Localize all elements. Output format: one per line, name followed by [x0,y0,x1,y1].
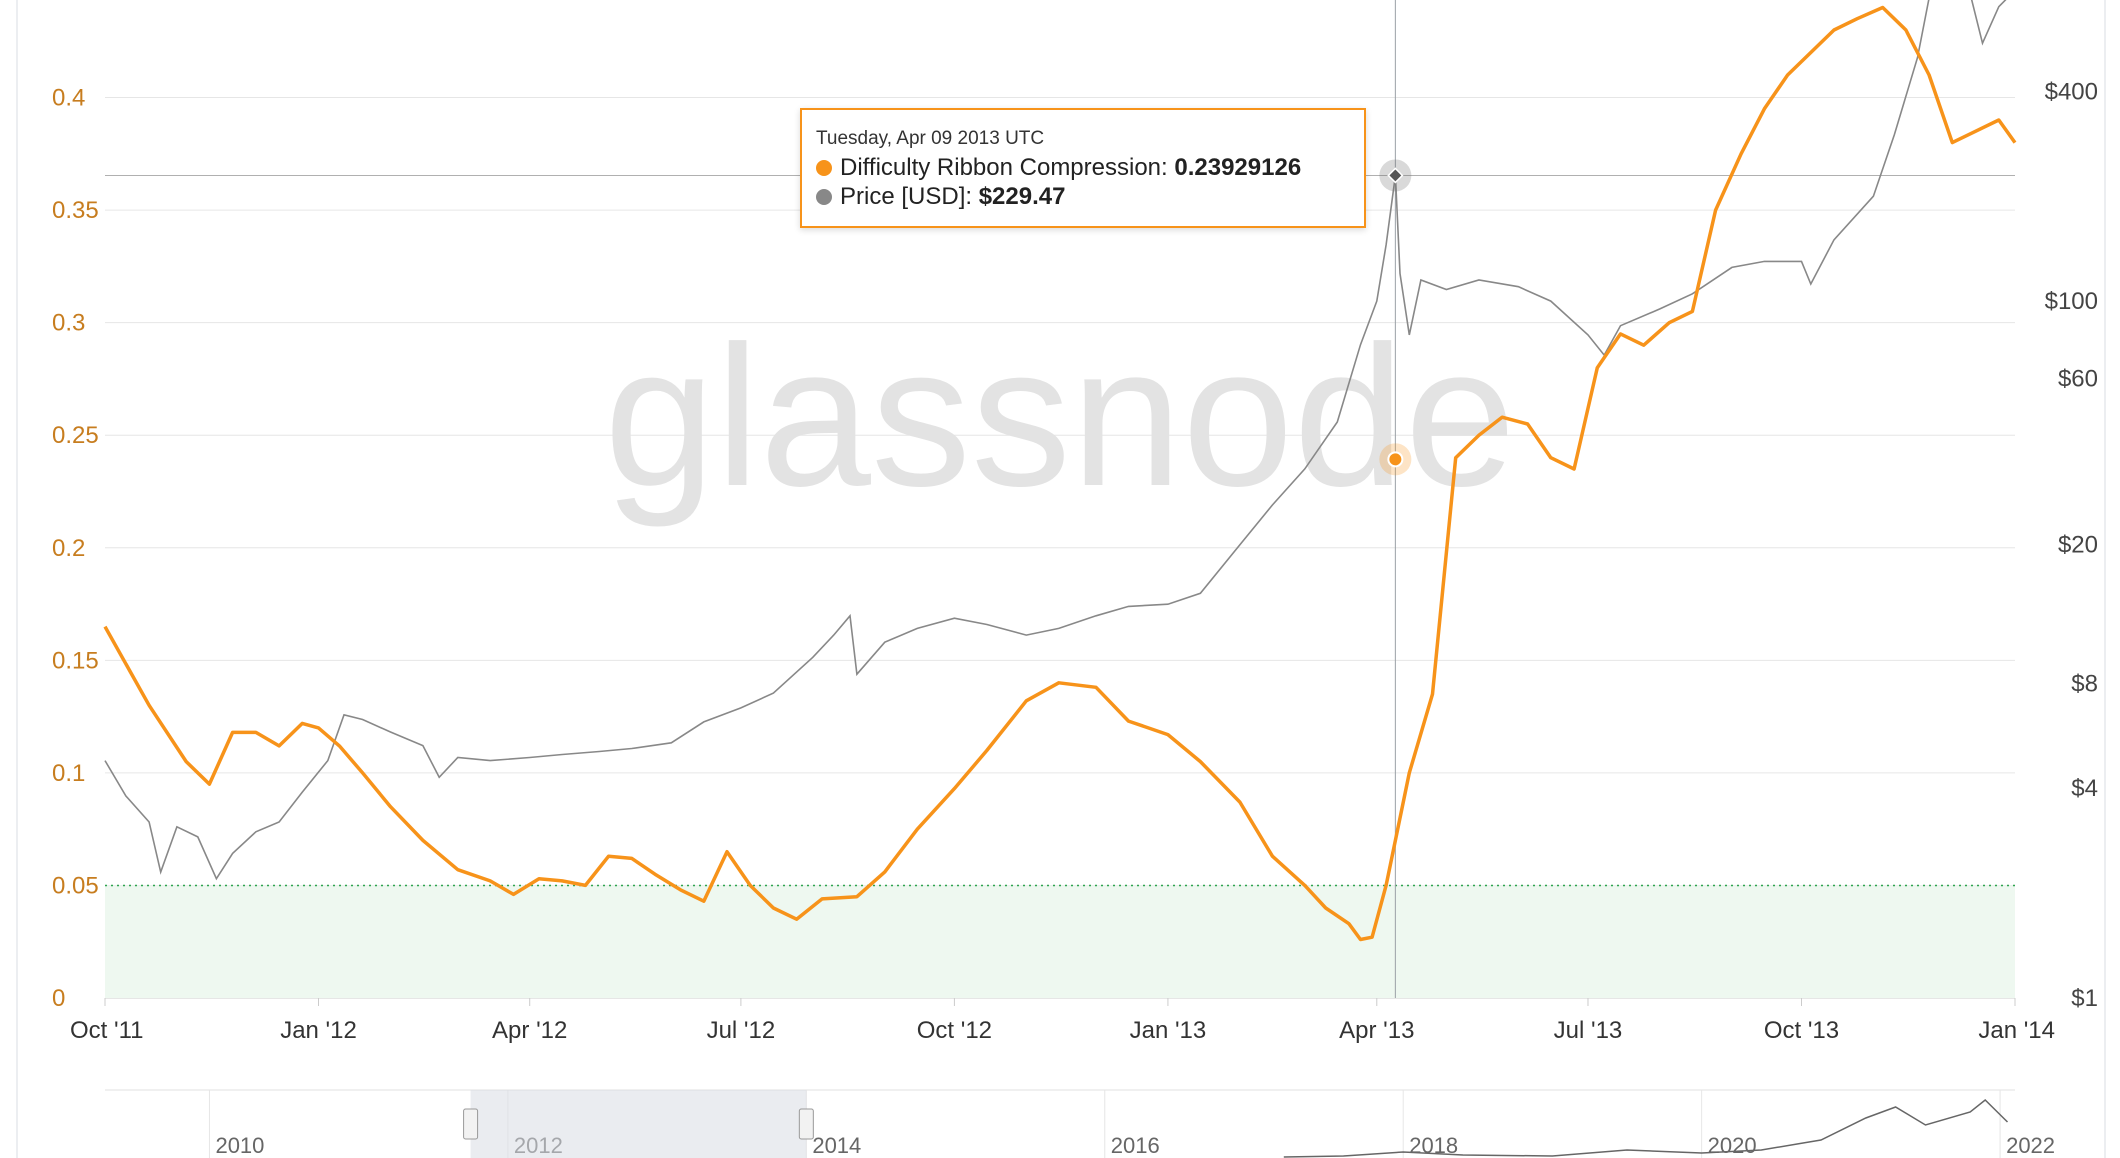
frame-right-border [2104,0,2106,1158]
right-axis-tick-label: $400 [2045,78,2098,105]
x-axis-tick-label: Jul '13 [1554,1017,1623,1044]
tooltip: Tuesday, Apr 09 2013 UTC Difficulty Ribb… [800,108,1366,228]
left-axis-tick-label: 0.15 [52,647,99,674]
tooltip-row-price: Price [USD]: $229.47 [816,183,1065,211]
navigator-year-label: 2020 [1708,1133,1757,1158]
navigator-handle[interactable] [798,1108,814,1140]
gray-dot-icon [816,189,832,205]
left-axis-tick-label: 0.2 [52,535,85,562]
left-axis-tick-label: 0.3 [52,310,85,337]
frame-left-border [16,0,18,1158]
right-axis-tick-label: $1 [2071,985,2098,1012]
x-axis-tick-label: Apr '13 [1339,1017,1414,1044]
tooltip-row-drc: Difficulty Ribbon Compression: 0.2392912… [816,154,1301,182]
tooltip-date: Tuesday, Apr 09 2013 UTC [816,128,1045,149]
x-axis-tick-label: Oct '12 [917,1017,992,1044]
tooltip-series2-label: Price [USD] [840,183,966,210]
left-axis-tick-label: 0 [52,985,65,1012]
navigator-year-label: 2022 [2006,1133,2055,1158]
tooltip-series2-value: $229.47 [978,183,1066,210]
right-axis-tick-label: $20 [2058,532,2098,559]
left-axis-tick-label: 0.4 [52,85,85,112]
right-axis-tick-label: $4 [2071,775,2098,802]
right-axis-tick-label: $8 [2071,670,2098,697]
right-axis-tick-label: $100 [2045,288,2098,315]
watermark: glassnode [604,305,1516,528]
x-axis-tick-label: Jan '14 [1978,1017,2055,1044]
tooltip-series1-value: 0.23929126 [1174,154,1302,181]
drc-series-line [103,5,2017,942]
price-series-line [104,0,2007,881]
price-hover-marker [1387,167,1404,184]
x-axis-tick-label: Jul '12 [707,1017,776,1044]
orange-dot-icon [816,160,832,176]
threshold-band [105,885,2015,998]
x-axis-tick-label: Oct '13 [1764,1017,1839,1044]
left-axis-tick-label: 0.05 [52,872,99,899]
x-axis-tick-label: Jan '12 [280,1017,357,1044]
navigator-year-label: 2010 [215,1133,264,1158]
x-axis-tick-label: Oct '11 [70,1017,144,1044]
left-axis-tick-label: 0.1 [52,760,85,787]
navigator-mini-series [1283,1098,2009,1158]
navigator-selection [470,1090,807,1158]
navigator-year-label: 2014 [812,1133,861,1158]
left-axis-tick-label: 0.25 [52,422,99,449]
drc-hover-marker [1387,451,1404,468]
navigator-handle[interactable] [463,1108,479,1140]
tooltip-series1-label: Difficulty Ribbon Compression [840,154,1162,181]
x-axis-tick-label: Apr '12 [492,1017,567,1044]
left-axis-tick-label: 0.35 [52,197,99,224]
navigator-year-label: 2016 [1111,1133,1160,1158]
right-axis-tick-label: $60 [2058,365,2098,392]
x-axis-tick-label: Jan '13 [1130,1017,1207,1044]
